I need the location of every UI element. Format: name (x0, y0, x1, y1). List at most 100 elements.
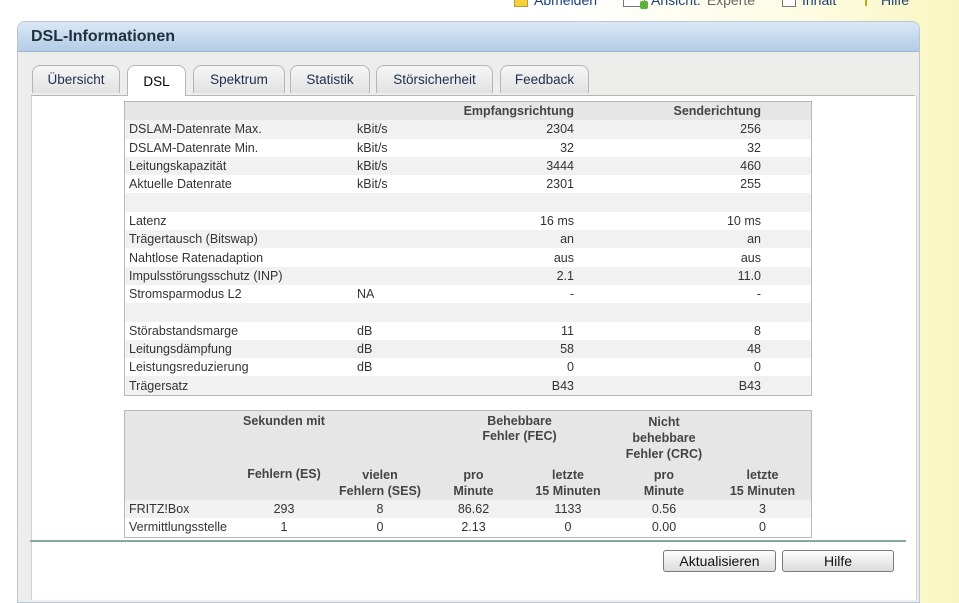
row-unit (353, 248, 433, 266)
tab-feedback[interactable]: Feedback (500, 65, 589, 93)
help-button[interactable]: Hilfe (782, 550, 894, 572)
row-rx-value: an (560, 232, 574, 247)
cell-ses: 0 (376, 520, 384, 535)
table-row: Trägertausch (Bitswap) an an (125, 230, 811, 249)
header-crc-min: pro Minute (643, 468, 685, 498)
row-tx-value: 32 (747, 140, 761, 155)
row-rx-value (433, 193, 578, 211)
error-sub-header-row: Fehlern (ES) vielen Fehlern (SES) pro Minu… (125, 466, 811, 500)
table-row: Nahtlose Ratenadaption aus aus (125, 248, 811, 266)
cell-fec-min: 86.62 (457, 502, 490, 517)
row-label: Trägersatz (129, 378, 189, 393)
row-label: Impulsstörungsschutz (INP) (129, 268, 283, 283)
header-fec-15: letzte 15 Minuten (535, 468, 601, 498)
table-row: Trägersatz B43 B43 (125, 376, 811, 395)
cell-label: FRITZ!Box (129, 502, 190, 517)
row-label (125, 303, 353, 321)
row-unit: NA (357, 287, 375, 302)
table-row: FRITZ!Box 293 8 86.62 1133 0.56 3 (125, 500, 811, 519)
row-label: Latenz (129, 213, 167, 228)
table-row: Aktuelle Datenrate kBit/s 2301 255 (125, 175, 811, 193)
row-label: Trägertausch (Bitswap) (129, 232, 258, 247)
logout-icon (514, 0, 528, 7)
row-label: Störabstandsmarge (129, 323, 239, 338)
row-label (125, 193, 353, 211)
tab-dsl[interactable]: DSL (127, 65, 186, 96)
table-row: Leitungsdämpfung dB 58 48 (125, 339, 811, 359)
row-rx-value: 2301 (546, 177, 574, 192)
row-unit: kBit/s (357, 140, 388, 155)
cell-crc-min: 0.00 (651, 520, 677, 535)
logout-link[interactable]: Abmelden (514, 0, 597, 8)
refresh-button[interactable]: Aktualisieren (663, 550, 776, 572)
row-unit (353, 230, 433, 248)
cell-es: 1 (280, 520, 288, 535)
table-row: Leistungsreduzierung dB 0 0 (125, 358, 811, 376)
tab-stoersicherheit[interactable]: Störsicherheit (376, 65, 493, 93)
table-row (125, 193, 811, 212)
row-tx-value: B43 (738, 378, 761, 393)
cell-es: 293 (273, 502, 295, 517)
row-unit (353, 303, 433, 321)
row-rx-value (433, 303, 578, 321)
help-icon (865, 0, 875, 6)
row-rx-value: 2.1 (556, 268, 574, 283)
cell-label: Vermittlungsstelle (129, 520, 227, 535)
row-rx-value: aus (553, 250, 574, 265)
view-mode: Experte (706, 0, 756, 8)
row-unit (353, 193, 433, 211)
row-rx-value: 2304 (546, 122, 574, 137)
error-stats-table: Sekunden mit Behebbare Fehler (FEC) Nicht… (124, 410, 812, 538)
cell-fec-15: 0 (564, 520, 572, 535)
row-unit: dB (357, 342, 373, 356)
row-tx-value (578, 193, 765, 211)
dsl-header-row: Empfangsrichtung Senderichtung (125, 102, 811, 121)
tab-uebersicht[interactable]: Übersicht (32, 65, 120, 93)
content-link[interactable]: Inhalt (782, 0, 836, 8)
cell-ses: 8 (376, 502, 384, 517)
row-unit (353, 376, 433, 394)
row-tx-value (578, 303, 765, 321)
view-mode-link[interactable]: Ansicht: Experte (623, 0, 756, 9)
button-separator (30, 540, 906, 542)
cell-crc-min: 0.56 (651, 502, 677, 517)
row-rx-value: - (569, 287, 574, 302)
table-row: Impulsstörungsschutz (INP) 2.1 11.0 (125, 266, 811, 285)
logout-label: Abmelden (534, 0, 598, 8)
content-icon (782, 0, 796, 7)
tab-spektrum[interactable]: Spektrum (193, 65, 285, 93)
tab-statistik[interactable]: Statistik (290, 65, 370, 93)
row-label: DSLAM-Datenrate Min. (129, 140, 259, 155)
row-unit: kBit/s (357, 159, 388, 174)
row-tx-value: 11.0 (737, 268, 761, 283)
dsl-values-table: Empfangsrichtung Senderichtung DSLAM-Dat… (124, 101, 812, 396)
row-tx-value: 10 ms (726, 213, 761, 228)
row-tx-value: 8 (754, 323, 761, 338)
header-fec-min: pro Minute (453, 468, 494, 498)
row-label: Leitungsdämpfung (129, 342, 232, 356)
panel-title: DSL-Informationen (31, 28, 175, 45)
cell-fec-15: 1133 (554, 502, 582, 517)
table-row: DSLAM-Datenrate Min. kBit/s 32 32 (125, 139, 811, 157)
cell-crc-15: 0 (759, 520, 766, 535)
row-tx-value: 460 (740, 159, 761, 174)
header-crc: Nicht behebbare Fehler (CRC) (625, 415, 703, 461)
table-row: DSLAM-Datenrate Max. kBit/s 2304 256 (125, 120, 811, 139)
row-tx-value: - (756, 287, 761, 302)
header-fec: Behebbare Fehler (FEC) (482, 414, 557, 443)
help-label: Hilfe (881, 0, 910, 8)
header-seconds: Sekunden mit (243, 414, 325, 428)
view-prefix: Ansicht: (651, 0, 701, 8)
error-group-header-row: Sekunden mit Behebbare Fehler (FEC) Nicht… (125, 411, 811, 466)
row-rx-value: 58 (560, 342, 574, 356)
header-tx: Senderichtung (673, 104, 761, 119)
header-es: Fehlern (ES) (247, 467, 321, 481)
row-unit: dB (357, 323, 373, 338)
row-unit: kBit/s (357, 122, 388, 137)
row-unit: dB (357, 360, 373, 375)
cell-crc-15: 3 (759, 502, 766, 517)
row-label: Nahtlose Ratenadaption (129, 250, 264, 265)
row-unit: kBit/s (357, 177, 388, 192)
table-row (125, 303, 811, 322)
help-link[interactable]: Hilfe (865, 0, 909, 8)
